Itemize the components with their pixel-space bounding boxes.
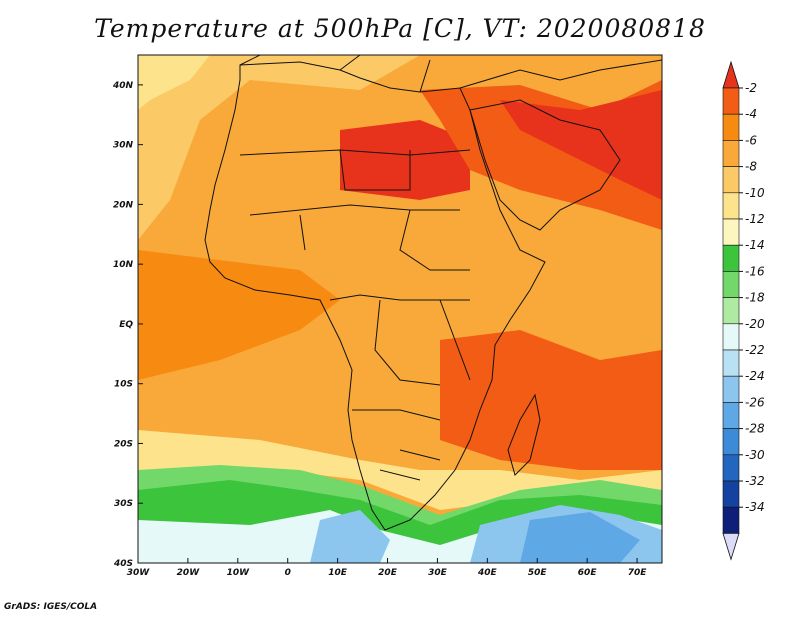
colorbar-label: -6 (745, 133, 757, 147)
colorbar-swatch (722, 349, 740, 377)
field-band-sahara-hot (340, 120, 470, 200)
lon-tick-label: 10E (328, 568, 348, 578)
coastlines (204, 55, 662, 531)
colorbar-swatch (722, 87, 740, 115)
lon-tick-label: 20W (177, 568, 201, 578)
lon-tick-label: 30W (127, 568, 151, 578)
colorbar-swatch (722, 375, 740, 403)
colorbar-swatch (722, 454, 740, 482)
field-band-pale-north (138, 55, 210, 110)
lon-tick-label: 30E (428, 568, 448, 578)
lon-tick-label: 70E (628, 568, 648, 578)
lon-tick-label: 50E (528, 568, 548, 578)
lat-tick-label: 10N (113, 260, 134, 270)
lon-tick-label: 60E (578, 568, 598, 578)
lat-tick-label: 40S (113, 559, 133, 569)
colorbar: -2 -4 -6 -8 -10 -12 -14 -16 -18 -20 -22 -24 -26 -28 -3… (722, 60, 765, 561)
colorbar-swatch (722, 297, 740, 325)
colorbar-swatch (722, 244, 740, 272)
field-band-blue-west (310, 510, 390, 563)
colorbar-swatch (722, 323, 740, 351)
colorbar-label: -2 (745, 81, 757, 95)
lat-tick-label: EQ (119, 320, 133, 330)
colorbar-swatch (722, 402, 740, 429)
map-title: Temperature at 500hPa [C], VT: 202008081… (94, 14, 706, 43)
temperature-field (138, 55, 662, 563)
colorbar-label: -22 (745, 343, 765, 357)
madagascar-coastline (507, 393, 541, 476)
longitude-axis: 30W 20W 10W 0 10E 20E 30E 40E 50E 60E 70E (127, 558, 647, 578)
colorbar-swatch (722, 480, 740, 508)
lat-tick-label: 30N (113, 141, 134, 151)
colorbar-label: -14 (745, 238, 765, 252)
colorbar-swatch (722, 271, 740, 298)
lat-tick-label: 20S (114, 439, 133, 449)
africa-coastline (204, 61, 546, 531)
colorbar-label: -24 (745, 369, 765, 383)
field-band-west-warm (138, 250, 340, 380)
colorbar-swatch (722, 428, 740, 456)
lon-tick-label: 40E (477, 568, 498, 578)
plot-frame (137, 54, 663, 564)
colorbar-label: -30 (745, 448, 765, 462)
lat-tick-label: 20N (113, 200, 134, 210)
colorbar-label: -12 (745, 212, 765, 226)
europe-coastline (239, 55, 662, 93)
field-band-indian-ocean (440, 330, 662, 470)
field-band-arabia-hot (500, 90, 662, 200)
lon-tick-label: 10W (227, 568, 251, 578)
colorbar-swatch (722, 192, 740, 220)
colorbar-label: -16 (745, 264, 765, 278)
colorbar-label: -10 (745, 186, 765, 200)
colorbar-label: -28 (745, 422, 765, 436)
lat-tick-label: 40N (112, 81, 134, 91)
footer-credit: GrADS: IGES/COLA (4, 602, 98, 612)
colorbar-label: -26 (745, 395, 765, 409)
colorbar-swatch (722, 218, 740, 246)
latitude-axis: 40N 30N 20N 10N EQ 10S 20S 30S 40S (112, 81, 143, 569)
colorbar-swatch (722, 113, 740, 141)
colorbar-swatch (722, 140, 740, 167)
colorbar-swatch (722, 166, 740, 194)
colorbar-swatch (722, 506, 740, 534)
colorbar-label: -32 (745, 474, 765, 488)
colorbar-label: -4 (745, 107, 757, 121)
field-band-blue-core (520, 512, 640, 563)
lon-tick-label: 0 (285, 568, 291, 578)
field-band-light-north (138, 55, 420, 240)
colorbar-arrow-top (722, 60, 740, 89)
colorbar-label: -18 (745, 291, 765, 305)
lon-tick-label: 20E (378, 568, 398, 578)
colorbar-label: -20 (745, 317, 765, 331)
colorbar-arrow-bottom (722, 533, 740, 561)
arabia-coastline (469, 99, 621, 231)
lat-tick-label: 30S (114, 499, 133, 509)
lat-tick-label: 10S (114, 380, 133, 390)
colorbar-label: -34 (745, 500, 765, 514)
colorbar-label: -8 (745, 160, 757, 174)
country-borders (239, 149, 471, 481)
